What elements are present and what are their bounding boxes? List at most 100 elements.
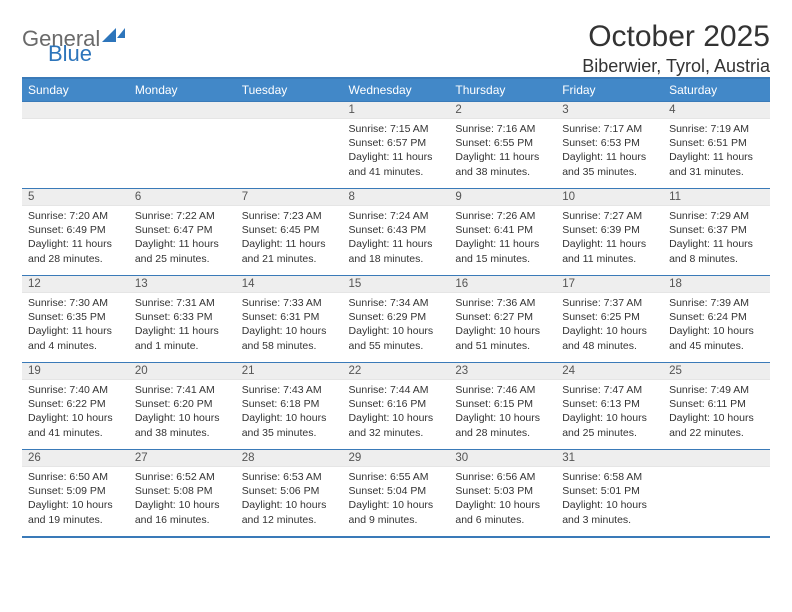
sunset-line: Sunset: 6:15 PM xyxy=(455,397,550,411)
day-details: Sunrise: 7:34 AMSunset: 6:29 PMDaylight:… xyxy=(343,293,450,357)
logo-text-blue: Blue xyxy=(48,41,92,66)
daylight-line: Daylight: 11 hours and 31 minutes. xyxy=(669,150,764,178)
weekday-header: Monday xyxy=(129,78,236,102)
daylight-line: Daylight: 10 hours and 45 minutes. xyxy=(669,324,764,352)
daylight-line: Daylight: 10 hours and 16 minutes. xyxy=(135,498,230,526)
day-details: Sunrise: 7:30 AMSunset: 6:35 PMDaylight:… xyxy=(22,293,129,357)
sunrise-line: Sunrise: 7:43 AM xyxy=(242,383,337,397)
day-details: Sunrise: 7:43 AMSunset: 6:18 PMDaylight:… xyxy=(236,380,343,444)
calendar-cell: 2Sunrise: 7:16 AMSunset: 6:55 PMDaylight… xyxy=(449,102,556,189)
sunset-line: Sunset: 5:04 PM xyxy=(349,484,444,498)
day-details: Sunrise: 6:53 AMSunset: 5:06 PMDaylight:… xyxy=(236,467,343,531)
weekday-header-row: Sunday Monday Tuesday Wednesday Thursday… xyxy=(22,78,770,102)
calendar-cell: 25Sunrise: 7:49 AMSunset: 6:11 PMDayligh… xyxy=(663,363,770,450)
sunrise-line: Sunrise: 7:15 AM xyxy=(349,122,444,136)
day-details: Sunrise: 7:16 AMSunset: 6:55 PMDaylight:… xyxy=(449,119,556,183)
day-details: Sunrise: 7:41 AMSunset: 6:20 PMDaylight:… xyxy=(129,380,236,444)
sunrise-line: Sunrise: 6:53 AM xyxy=(242,470,337,484)
sunrise-line: Sunrise: 7:16 AM xyxy=(455,122,550,136)
sunrise-line: Sunrise: 7:19 AM xyxy=(669,122,764,136)
sunset-line: Sunset: 6:11 PM xyxy=(669,397,764,411)
daylight-line: Daylight: 11 hours and 8 minutes. xyxy=(669,237,764,265)
daylight-line: Daylight: 11 hours and 1 minute. xyxy=(135,324,230,352)
daylight-line: Daylight: 10 hours and 9 minutes. xyxy=(349,498,444,526)
sunrise-line: Sunrise: 7:40 AM xyxy=(28,383,123,397)
sunrise-line: Sunrise: 7:39 AM xyxy=(669,296,764,310)
daylight-line: Daylight: 10 hours and 58 minutes. xyxy=(242,324,337,352)
daylight-line: Daylight: 11 hours and 18 minutes. xyxy=(349,237,444,265)
calendar-cell: 23Sunrise: 7:46 AMSunset: 6:15 PMDayligh… xyxy=(449,363,556,450)
sunrise-line: Sunrise: 7:37 AM xyxy=(562,296,657,310)
sunrise-line: Sunrise: 6:52 AM xyxy=(135,470,230,484)
daylight-line: Daylight: 10 hours and 28 minutes. xyxy=(455,411,550,439)
sunset-line: Sunset: 6:16 PM xyxy=(349,397,444,411)
daylight-line: Daylight: 10 hours and 55 minutes. xyxy=(349,324,444,352)
weekday-header: Wednesday xyxy=(343,78,450,102)
sunset-line: Sunset: 6:43 PM xyxy=(349,223,444,237)
day-number: 11 xyxy=(663,189,770,206)
daylight-line: Daylight: 10 hours and 22 minutes. xyxy=(669,411,764,439)
sunrise-line: Sunrise: 7:26 AM xyxy=(455,209,550,223)
sunset-line: Sunset: 6:51 PM xyxy=(669,136,764,150)
calendar-cell: 26Sunrise: 6:50 AMSunset: 5:09 PMDayligh… xyxy=(22,450,129,537)
calendar-cell: 31Sunrise: 6:58 AMSunset: 5:01 PMDayligh… xyxy=(556,450,663,537)
calendar-cell: . xyxy=(663,450,770,537)
weekday-header: Thursday xyxy=(449,78,556,102)
day-details: Sunrise: 7:22 AMSunset: 6:47 PMDaylight:… xyxy=(129,206,236,270)
weekday-header: Friday xyxy=(556,78,663,102)
daylight-line: Daylight: 11 hours and 25 minutes. xyxy=(135,237,230,265)
day-details: Sunrise: 7:20 AMSunset: 6:49 PMDaylight:… xyxy=(22,206,129,270)
sunset-line: Sunset: 6:29 PM xyxy=(349,310,444,324)
calendar-cell: 15Sunrise: 7:34 AMSunset: 6:29 PMDayligh… xyxy=(343,276,450,363)
day-number: 5 xyxy=(22,189,129,206)
day-number: 24 xyxy=(556,363,663,380)
calendar-cell: 5Sunrise: 7:20 AMSunset: 6:49 PMDaylight… xyxy=(22,189,129,276)
daylight-line: Daylight: 10 hours and 12 minutes. xyxy=(242,498,337,526)
sunrise-line: Sunrise: 7:46 AM xyxy=(455,383,550,397)
calendar-week-row: ...1Sunrise: 7:15 AMSunset: 6:57 PMDayli… xyxy=(22,102,770,189)
calendar-week-row: 5Sunrise: 7:20 AMSunset: 6:49 PMDaylight… xyxy=(22,189,770,276)
daylight-line: Daylight: 10 hours and 51 minutes. xyxy=(455,324,550,352)
calendar-week-row: 26Sunrise: 6:50 AMSunset: 5:09 PMDayligh… xyxy=(22,450,770,537)
sunrise-line: Sunrise: 7:27 AM xyxy=(562,209,657,223)
day-details: Sunrise: 7:36 AMSunset: 6:27 PMDaylight:… xyxy=(449,293,556,357)
daylight-line: Daylight: 11 hours and 38 minutes. xyxy=(455,150,550,178)
sunrise-line: Sunrise: 7:17 AM xyxy=(562,122,657,136)
day-details: Sunrise: 7:24 AMSunset: 6:43 PMDaylight:… xyxy=(343,206,450,270)
sunset-line: Sunset: 6:35 PM xyxy=(28,310,123,324)
sunrise-line: Sunrise: 7:20 AM xyxy=(28,209,123,223)
day-number: 25 xyxy=(663,363,770,380)
day-number: 13 xyxy=(129,276,236,293)
weekday-header: Saturday xyxy=(663,78,770,102)
day-details: Sunrise: 7:19 AMSunset: 6:51 PMDaylight:… xyxy=(663,119,770,183)
calendar-cell: 11Sunrise: 7:29 AMSunset: 6:37 PMDayligh… xyxy=(663,189,770,276)
weekday-header: Tuesday xyxy=(236,78,343,102)
day-details: Sunrise: 7:31 AMSunset: 6:33 PMDaylight:… xyxy=(129,293,236,357)
daylight-line: Daylight: 11 hours and 11 minutes. xyxy=(562,237,657,265)
day-number: 6 xyxy=(129,189,236,206)
day-number: 1 xyxy=(343,102,450,119)
sunset-line: Sunset: 6:55 PM xyxy=(455,136,550,150)
calendar-cell: 30Sunrise: 6:56 AMSunset: 5:03 PMDayligh… xyxy=(449,450,556,537)
calendar-cell: 29Sunrise: 6:55 AMSunset: 5:04 PMDayligh… xyxy=(343,450,450,537)
day-number: 28 xyxy=(236,450,343,467)
daylight-line: Daylight: 11 hours and 41 minutes. xyxy=(349,150,444,178)
sunset-line: Sunset: 6:47 PM xyxy=(135,223,230,237)
day-details: Sunrise: 6:55 AMSunset: 5:04 PMDaylight:… xyxy=(343,467,450,531)
sunrise-line: Sunrise: 7:34 AM xyxy=(349,296,444,310)
calendar-table: Sunday Monday Tuesday Wednesday Thursday… xyxy=(22,77,770,538)
sunrise-line: Sunrise: 6:50 AM xyxy=(28,470,123,484)
daylight-line: Daylight: 10 hours and 19 minutes. xyxy=(28,498,123,526)
calendar-cell: 1Sunrise: 7:15 AMSunset: 6:57 PMDaylight… xyxy=(343,102,450,189)
daylight-line: Daylight: 11 hours and 28 minutes. xyxy=(28,237,123,265)
sunset-line: Sunset: 6:37 PM xyxy=(669,223,764,237)
day-details: Sunrise: 7:49 AMSunset: 6:11 PMDaylight:… xyxy=(663,380,770,444)
sunset-line: Sunset: 6:39 PM xyxy=(562,223,657,237)
day-details: Sunrise: 7:23 AMSunset: 6:45 PMDaylight:… xyxy=(236,206,343,270)
calendar-cell: 8Sunrise: 7:24 AMSunset: 6:43 PMDaylight… xyxy=(343,189,450,276)
day-number: 9 xyxy=(449,189,556,206)
day-details: Sunrise: 7:15 AMSunset: 6:57 PMDaylight:… xyxy=(343,119,450,183)
sunset-line: Sunset: 5:06 PM xyxy=(242,484,337,498)
day-number: . xyxy=(22,102,129,119)
day-number: 8 xyxy=(343,189,450,206)
